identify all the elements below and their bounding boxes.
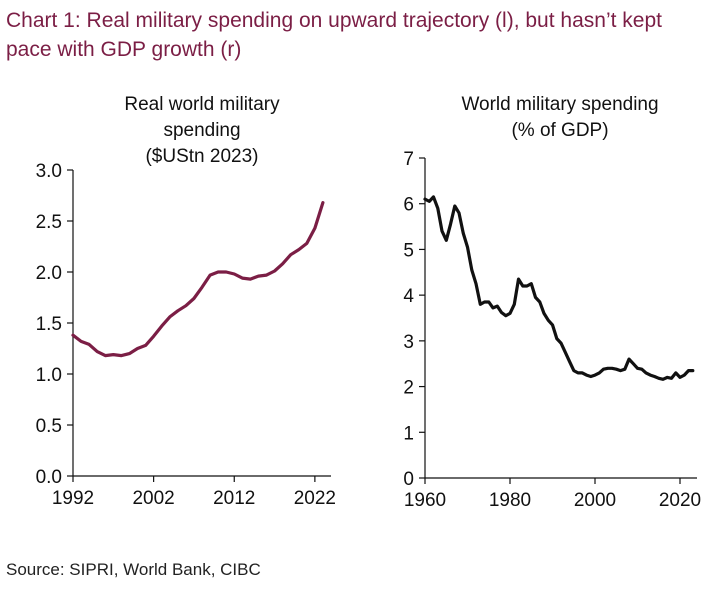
left-x-tick-label: 2002 <box>132 488 174 509</box>
right-y-tick-label: 6 <box>403 195 414 216</box>
left-y-tick-label: 0.5 <box>36 416 62 437</box>
right-x-tick-label: 1960 <box>404 490 446 511</box>
right-y-tick-label: 7 <box>403 149 414 170</box>
left-chart-real-spending: Real world military spending ($UStn 2023) 0… <box>36 94 336 509</box>
left-y-tick-label: 2.0 <box>36 263 62 284</box>
right-x-tick-label: 2020 <box>659 490 701 511</box>
left-series-line <box>71 201 325 358</box>
left-panel-title-line: ($UStn 2023) <box>145 146 258 167</box>
left-x-tick-label: 1992 <box>52 488 94 509</box>
right-x-tick-label: 2000 <box>574 490 616 511</box>
right-x-tick-label: 1980 <box>489 490 531 511</box>
right-y-tick-label: 0 <box>403 469 414 490</box>
right-y-tick-label: 3 <box>403 332 414 353</box>
left-y-tick-label: 1.5 <box>36 314 62 335</box>
left-panel-title-line: Real world military <box>124 94 280 115</box>
left-y-tick-label: 2.5 <box>36 212 62 233</box>
right-chart-spending-pct-gdp: World military spending (% of GDP) 0 1 2 3 4 5 6… <box>403 94 701 511</box>
right-panel-title-line: World military spending <box>461 94 658 115</box>
left-x-tick-label: 2022 <box>294 488 336 509</box>
right-y-tick-label: 1 <box>403 423 414 444</box>
right-panel-title-line: (% of GDP) <box>511 120 608 141</box>
left-x-tick-label: 2012 <box>213 488 255 509</box>
left-y-tick-label: 1.0 <box>36 365 62 386</box>
chart-title: Chart 1: Real military spending on upwar… <box>6 9 662 61</box>
right-y-tick-label: 5 <box>403 240 414 261</box>
right-y-tick-label: 4 <box>403 286 414 307</box>
right-series-line <box>423 195 695 381</box>
source-note: Source: SIPRI, World Bank, CIBC <box>6 560 261 579</box>
left-y-tick-label: 3.0 <box>36 161 62 182</box>
right-y-tick-label: 2 <box>403 378 414 399</box>
left-panel-title-line: spending <box>163 120 240 141</box>
left-y-tick-label: 0.0 <box>36 467 62 488</box>
